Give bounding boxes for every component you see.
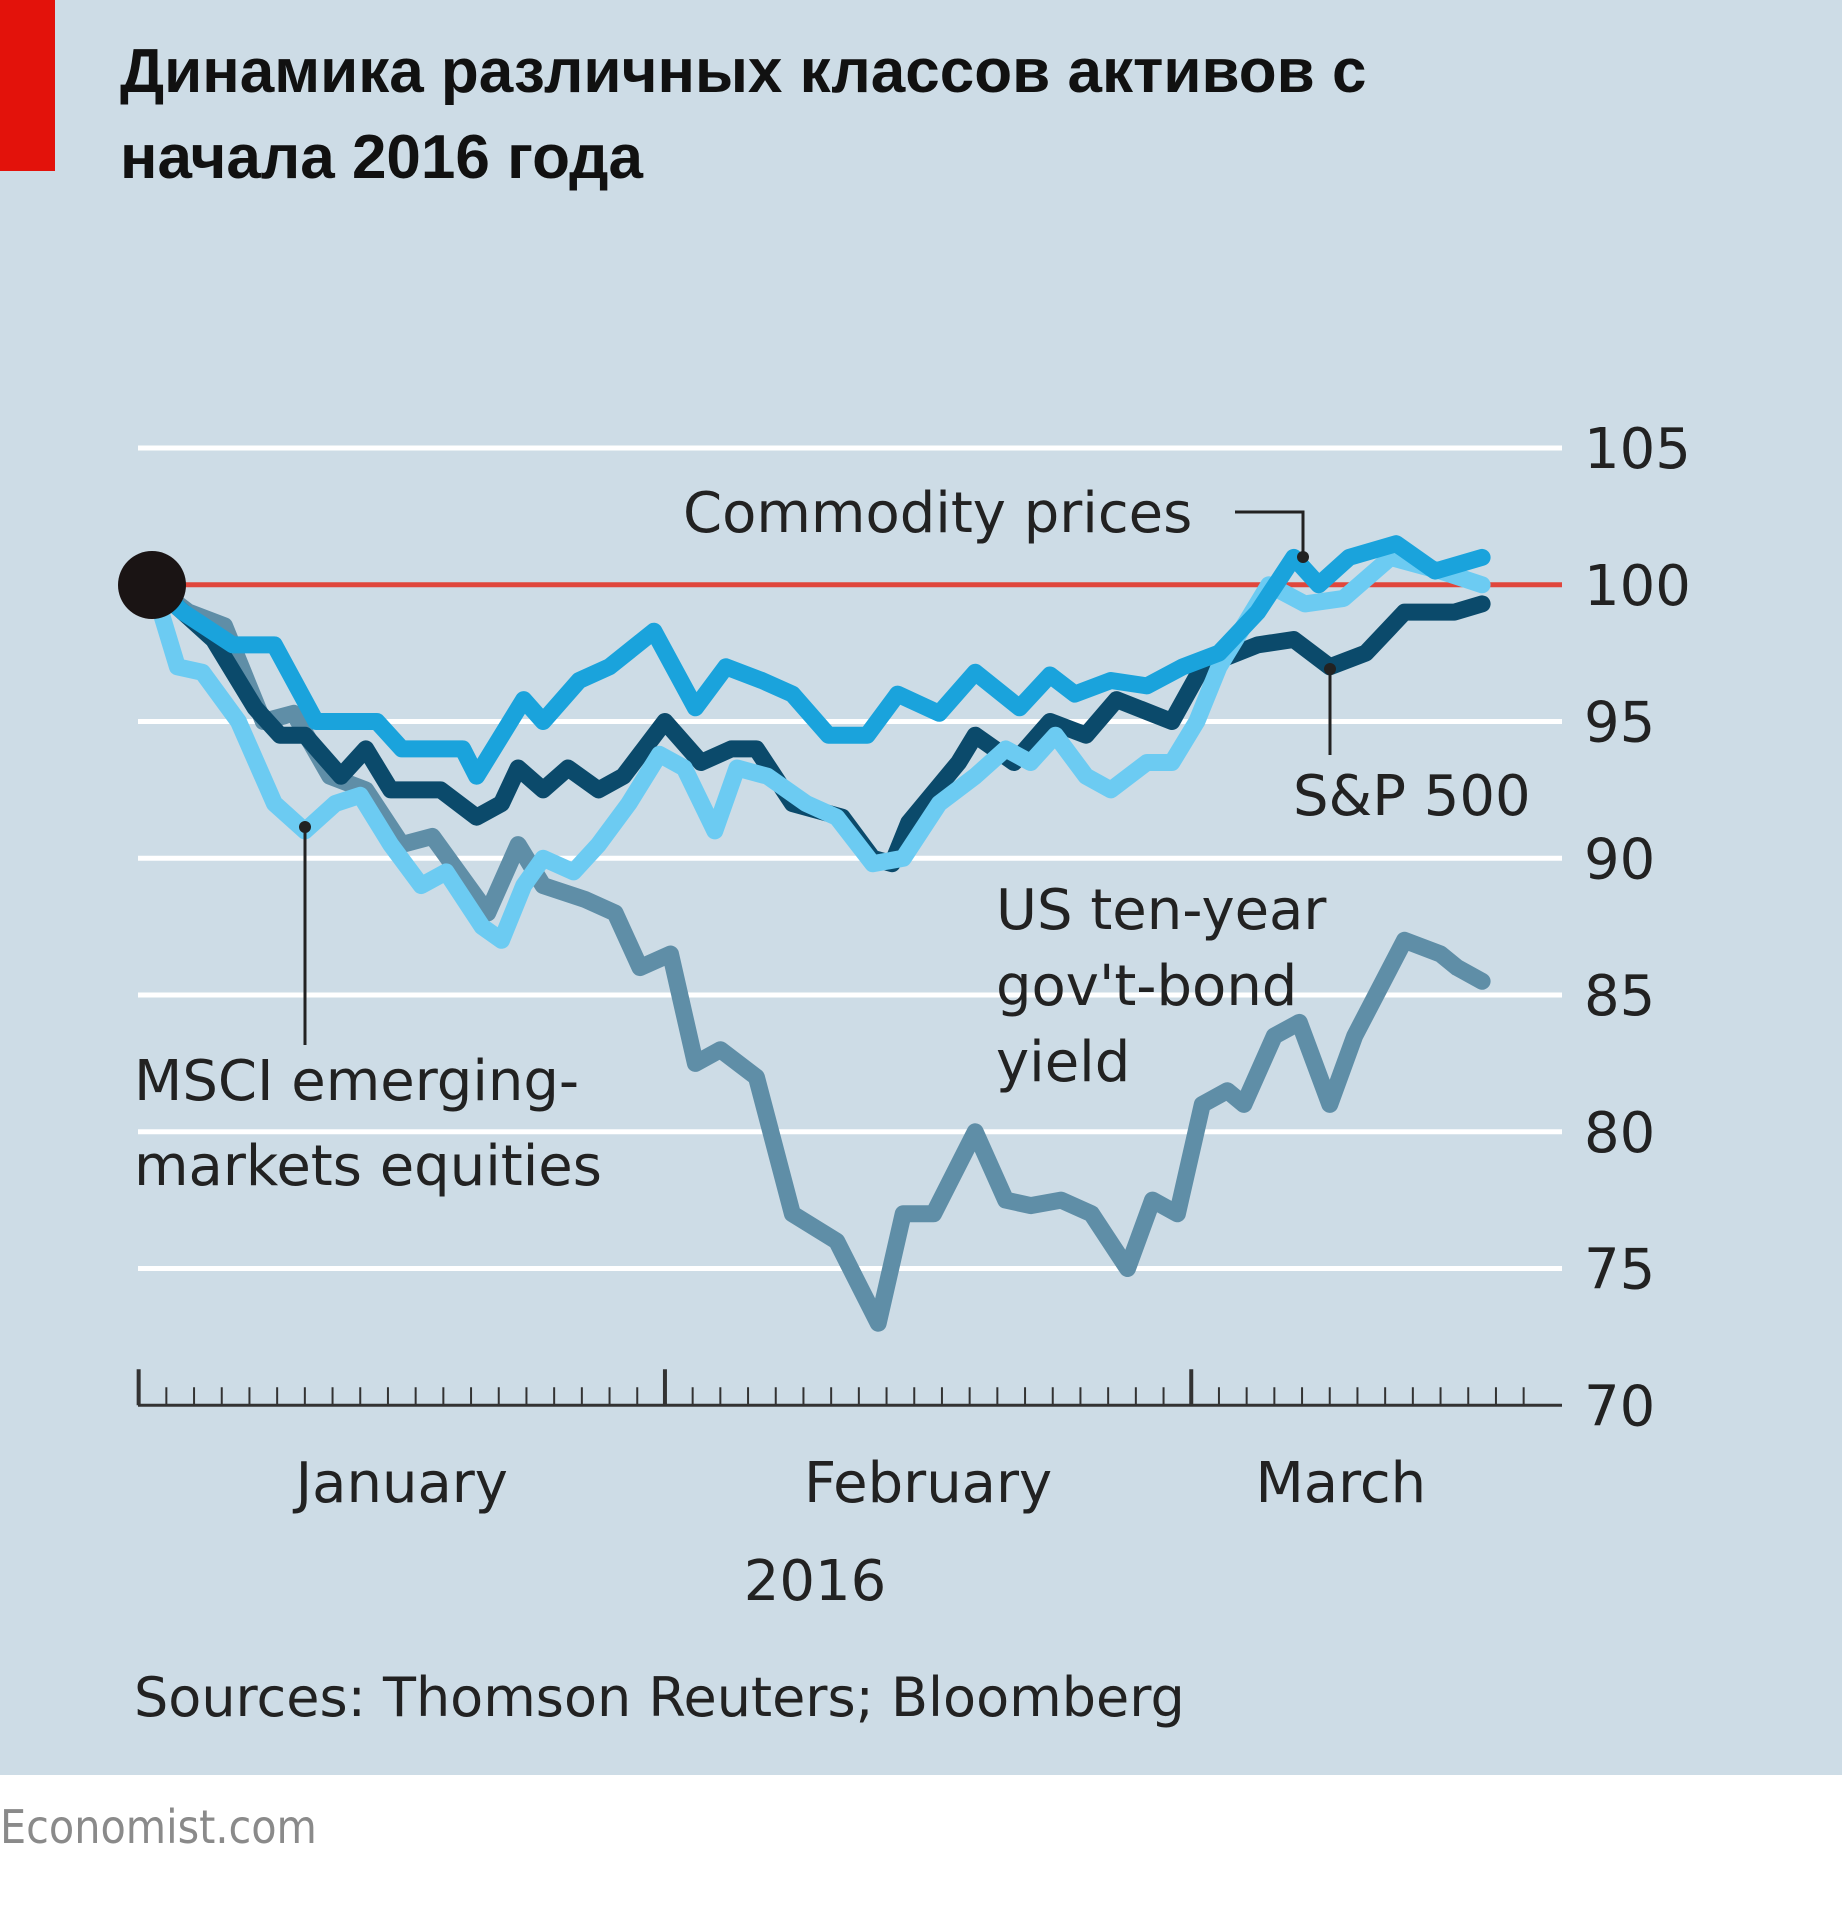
series-line-us-ten-year-gov-t-bond-yield xyxy=(144,576,1491,1332)
y-tick-label: 70 xyxy=(1584,1374,1655,1439)
annotation-bond-line2: gov't-bond xyxy=(996,954,1297,1019)
leader-dot-sp500 xyxy=(1324,663,1336,675)
x-month-label: February xyxy=(804,1451,1052,1516)
source-note: Sources: Thomson Reuters; Bloomberg xyxy=(134,1666,1185,1729)
annotation-bond-line3: yield xyxy=(996,1030,1130,1095)
leader-commodity xyxy=(1235,510,1305,557)
y-tick-label: 80 xyxy=(1584,1101,1655,1166)
series-line-msci-emerging-markets-equities xyxy=(144,548,1491,949)
x-month-label: January xyxy=(293,1451,508,1516)
start-point-marker xyxy=(118,551,186,619)
annotation-msci-line1: MSCI emerging- xyxy=(134,1049,579,1114)
x-month-label: March xyxy=(1255,1451,1426,1516)
annotation-commodity: Commodity prices xyxy=(683,481,1192,546)
annotation-msci-line2: markets equities xyxy=(134,1134,602,1199)
series-line-commodity-prices xyxy=(144,535,1491,785)
y-tick-label: 105 xyxy=(1584,417,1691,482)
annotation-bond-line1: US ten-year xyxy=(996,878,1327,943)
annotation-sp500: S&P 500 xyxy=(1293,764,1531,829)
y-tick-label: 90 xyxy=(1584,827,1655,892)
red-accent-bar xyxy=(0,0,55,171)
y-tick-label: 95 xyxy=(1584,691,1655,756)
leader-dot-commodity xyxy=(1297,551,1309,563)
x-axis-year-label: 2016 xyxy=(744,1549,887,1614)
chart-title-line2: начала 2016 года xyxy=(120,123,644,192)
chart-title-line1: Динамика различных классов активов с xyxy=(120,37,1367,106)
chart-panel xyxy=(0,0,1842,1775)
footer-brand: Economist.com xyxy=(0,1800,317,1854)
y-tick-label: 100 xyxy=(1584,554,1691,619)
y-tick-label: 85 xyxy=(1584,964,1655,1029)
y-tick-label: 75 xyxy=(1584,1238,1655,1303)
leader-dot-msci xyxy=(299,821,311,833)
line-chart: January February March 105100959085807570 … xyxy=(118,417,1691,1729)
